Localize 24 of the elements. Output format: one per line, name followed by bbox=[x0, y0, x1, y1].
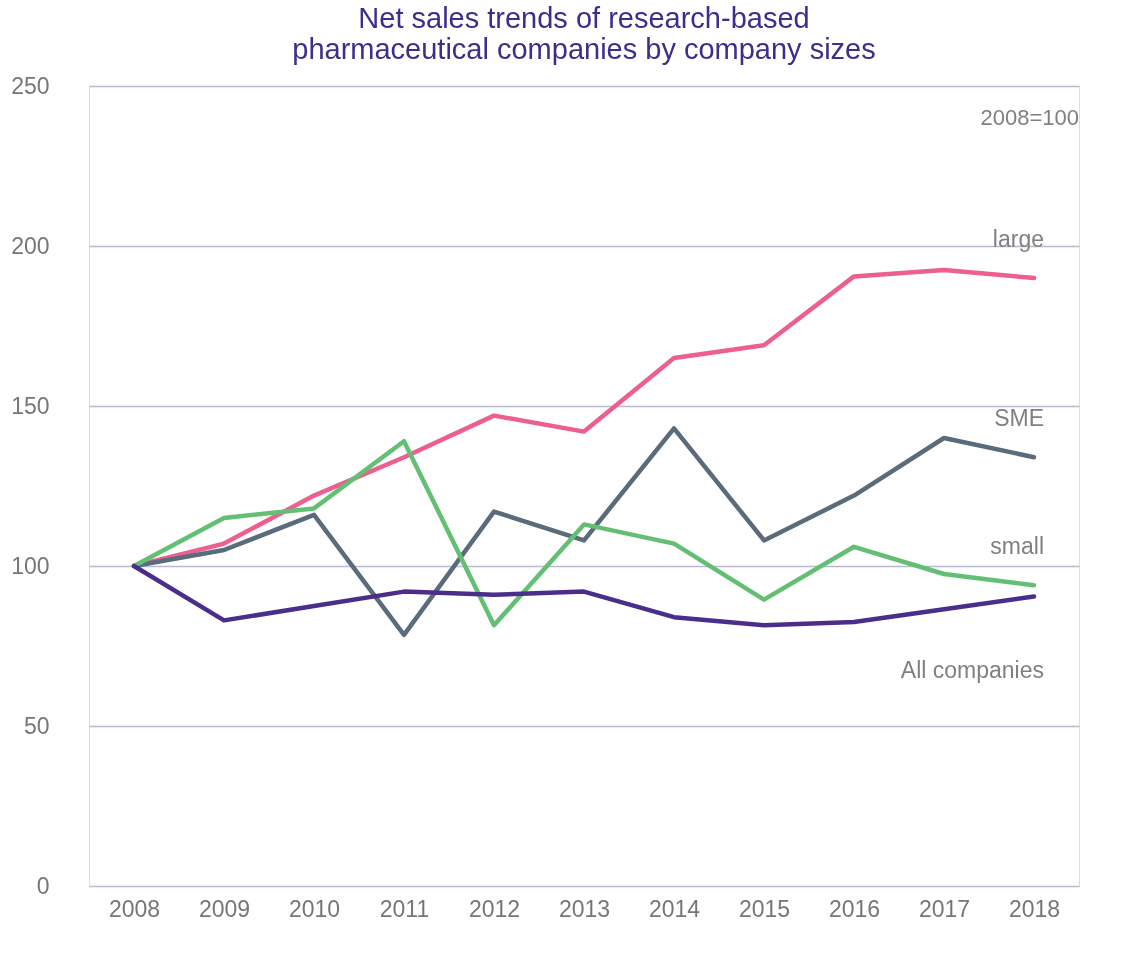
series-label: SME bbox=[994, 405, 1044, 432]
y-tick-label: 150 bbox=[11, 392, 50, 419]
x-tick-label: 2008 bbox=[108, 895, 161, 922]
series-label: large bbox=[992, 226, 1044, 252]
x-tick-label: 2016 bbox=[828, 895, 881, 922]
series-label: All companies bbox=[900, 657, 1044, 684]
series-label: small bbox=[990, 533, 1044, 560]
annotation: 2008=100 bbox=[980, 105, 1079, 130]
y-tick-label: 200 bbox=[11, 232, 50, 259]
y-tick-label: 100 bbox=[11, 552, 50, 579]
x-tick-label: 2012 bbox=[468, 895, 521, 922]
x-tick-label: 2014 bbox=[648, 895, 701, 922]
x-tick-label: 2015 bbox=[738, 895, 791, 922]
x-tick-label: 2018 bbox=[1008, 895, 1061, 922]
y-tick-label: 250 bbox=[11, 72, 50, 99]
x-tick-label: 2017 bbox=[918, 895, 971, 922]
x-tick-label: 2010 bbox=[288, 895, 341, 922]
x-tick-label: 2009 bbox=[198, 895, 251, 922]
x-tick-label: 2011 bbox=[379, 895, 430, 922]
y-tick-label: 0 bbox=[36, 872, 50, 899]
chart-title: Net sales trends of research-based pharmaceutical companies by company sizes bbox=[292, 2, 876, 65]
line-series bbox=[131, 563, 1037, 628]
x-tick-label: 2013 bbox=[558, 895, 611, 922]
y-tick-label: 50 bbox=[23, 712, 50, 739]
